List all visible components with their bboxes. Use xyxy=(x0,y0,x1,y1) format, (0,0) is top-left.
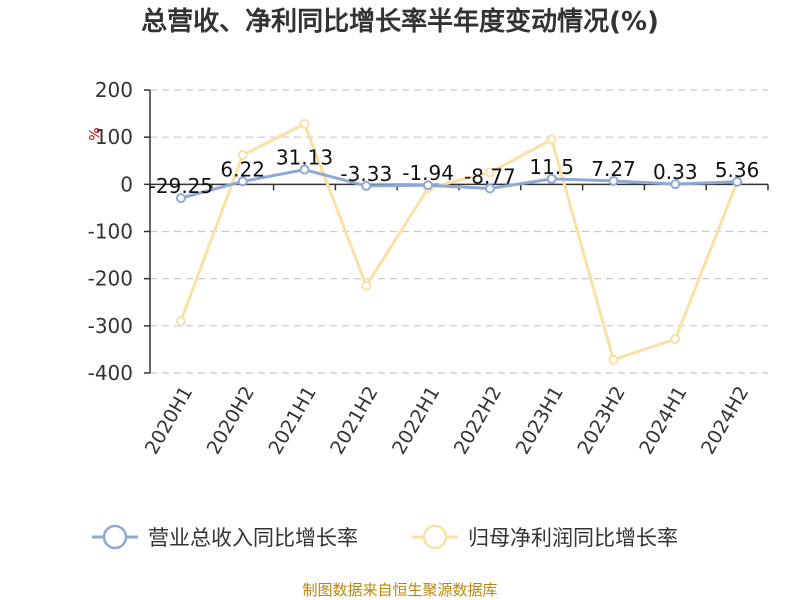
legend-label-0: 营业总收入同比增长率 xyxy=(148,526,358,550)
data-label-0: -29.25 xyxy=(149,174,213,198)
series-1-point-2 xyxy=(299,118,310,129)
series-1-line xyxy=(179,122,739,362)
series-0-point-5 xyxy=(484,183,495,194)
series-1-point-3 xyxy=(361,280,372,291)
legend-swatch-marker-1 xyxy=(422,524,448,550)
data-label-8: 0.33 xyxy=(653,160,698,184)
y-tick-label-6: -400 xyxy=(88,361,133,385)
x-tick-label-0: 2020H1 xyxy=(141,383,197,459)
series-0-point-8 xyxy=(670,179,681,190)
legend-item-0: 营业总收入同比增长率 xyxy=(92,524,358,550)
y-tick-label-3: -100 xyxy=(88,220,133,244)
y-tick-label-2: 0 xyxy=(120,172,133,196)
y-tick-label-4: -200 xyxy=(88,267,133,291)
data-label-4: -1.94 xyxy=(402,161,454,185)
legend-label-1: 归母净利润同比增长率 xyxy=(468,526,678,550)
data-label-7: 7.27 xyxy=(591,157,636,181)
data-label-3: -3.33 xyxy=(340,162,392,186)
y-tick-label-0: 200 xyxy=(95,78,133,102)
series-0-point-4 xyxy=(423,180,434,191)
series-0-line xyxy=(180,168,738,200)
x-tick-label-7: 2023H2 xyxy=(573,383,629,459)
data-label-5: -8.77 xyxy=(464,164,516,188)
x-tick-label-3: 2021H2 xyxy=(326,383,382,459)
series-1-point-1 xyxy=(237,150,248,161)
series-0-point-7 xyxy=(608,175,619,186)
series-0-point-9 xyxy=(732,176,743,187)
x-tick-label-4: 2022H1 xyxy=(388,382,444,458)
y-tick-label-5: -300 xyxy=(88,314,133,338)
legend: 营业总收入同比增长率 归母净利润同比增长率 xyxy=(92,524,678,550)
x-tick-label-8: 2024H1 xyxy=(635,383,691,459)
data-label-6: 11.5 xyxy=(529,155,574,179)
series-0-point-2 xyxy=(299,164,310,175)
series-1-point-5 xyxy=(484,167,495,178)
series-1-point-7 xyxy=(608,354,619,365)
series-0-point-0 xyxy=(175,193,186,204)
data-label-1: 6.22 xyxy=(220,157,265,181)
x-tick-label-1: 2020H2 xyxy=(203,383,259,459)
series-0-point-3 xyxy=(361,180,372,191)
series-0-point-1 xyxy=(237,176,248,187)
y-axis-unit-label: % xyxy=(85,127,101,140)
data-label-9: 5.36 xyxy=(715,158,760,182)
chart-title: 总营收、净利同比增长率半年度变动情况(%) xyxy=(141,6,659,37)
series-layer xyxy=(175,118,743,365)
series-0-point-6 xyxy=(546,173,557,184)
grid-layer xyxy=(150,89,768,374)
data-label-layer: -29.25 6.22 31.13 -3.33 -1.94 -8.77 11.5 7.27 0.… xyxy=(149,146,760,198)
source-note: 制图数据来自恒生聚源数据库 xyxy=(302,581,497,599)
x-tick-label-5: 2022H2 xyxy=(450,383,506,459)
legend-swatch-marker-0 xyxy=(102,524,128,550)
legend-item-1: 归母净利润同比增长率 xyxy=(412,524,678,550)
x-tick-label-9: 2024H2 xyxy=(697,383,753,459)
x-tick-label-2: 2021H1 xyxy=(264,383,320,459)
series-1-point-8 xyxy=(670,334,681,345)
x-tick-label-6: 2023H1 xyxy=(512,383,568,459)
series-1-point-6 xyxy=(546,134,557,145)
y-tick-label-1: 100 xyxy=(95,125,133,149)
series-0 xyxy=(175,164,743,204)
series-1-point-0 xyxy=(175,316,186,327)
data-label-2: 31.13 xyxy=(276,146,333,170)
